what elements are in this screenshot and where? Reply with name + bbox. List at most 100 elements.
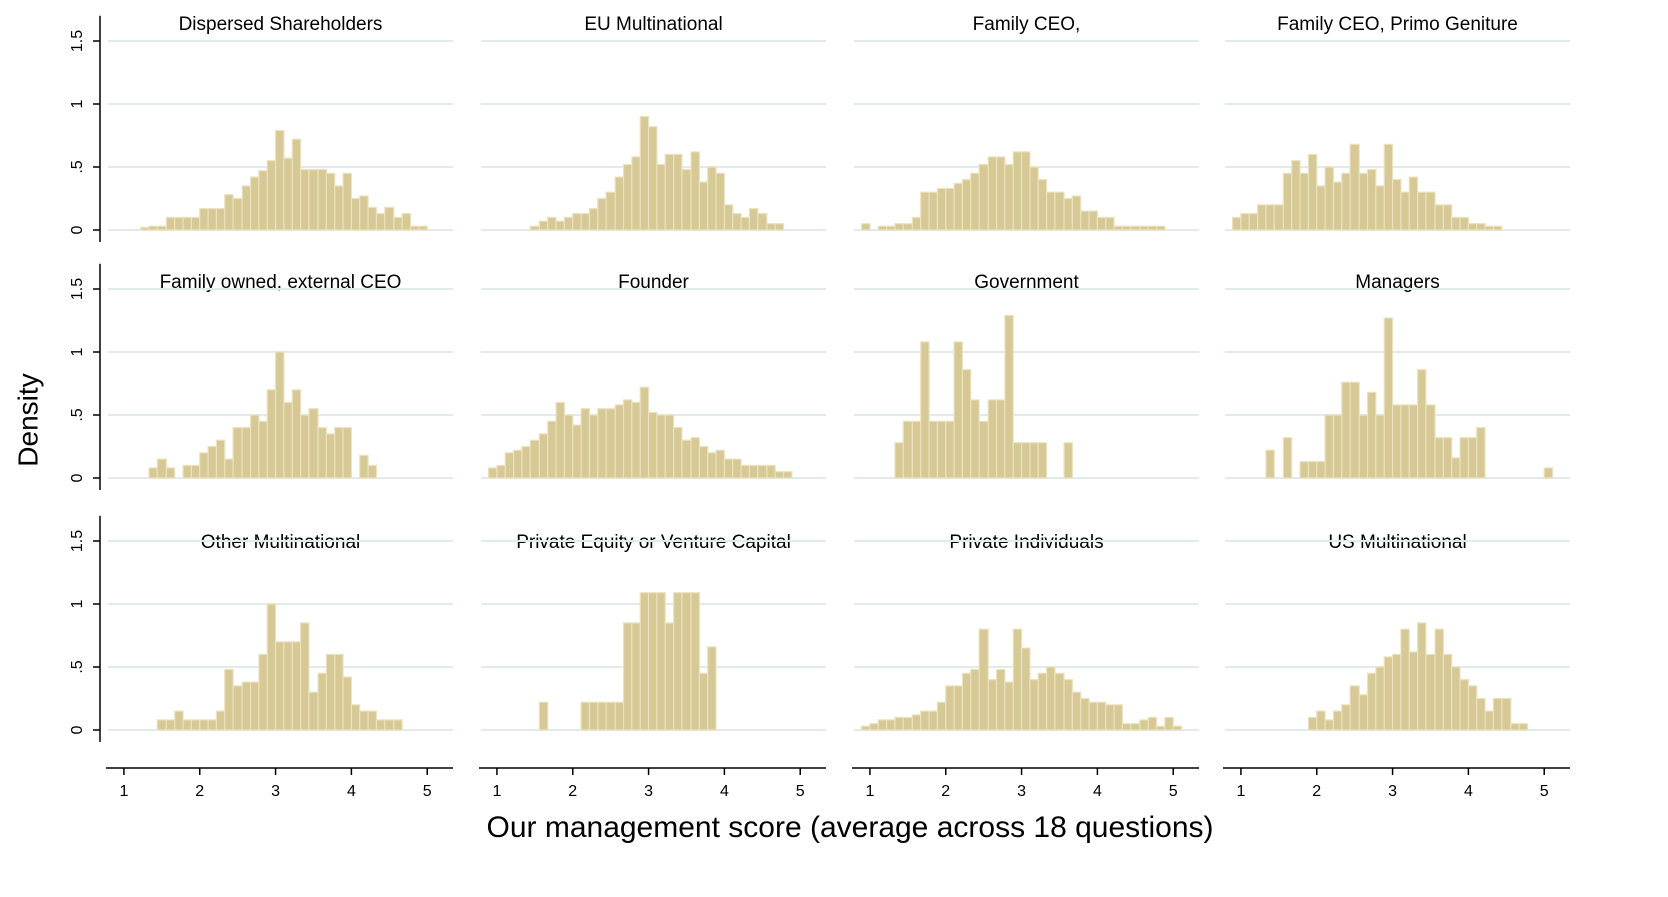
bar xyxy=(1248,213,1259,231)
bar xyxy=(1400,404,1410,479)
y-tick-label: 1.5 xyxy=(69,30,86,52)
x-tick-label: 1 xyxy=(119,783,128,800)
bar xyxy=(1341,381,1351,479)
bar xyxy=(1130,723,1141,731)
bar xyxy=(707,166,717,231)
bar xyxy=(1172,725,1183,731)
bar xyxy=(715,449,725,479)
y-tick-label: 0 xyxy=(69,473,86,482)
bar xyxy=(1291,160,1301,231)
bar xyxy=(555,401,566,479)
bar xyxy=(1332,710,1343,731)
bar xyxy=(681,439,692,479)
bar xyxy=(597,701,607,731)
x-tick-label: 3 xyxy=(1017,783,1026,800)
bar xyxy=(249,414,260,479)
bar xyxy=(748,464,759,479)
bar xyxy=(1071,691,1082,731)
bar xyxy=(1307,716,1318,731)
y-tick-label: .5 xyxy=(69,160,86,173)
bar xyxy=(555,220,566,231)
bar xyxy=(182,464,193,479)
bar xyxy=(740,464,751,479)
bar xyxy=(1358,694,1369,731)
bar xyxy=(902,420,913,479)
bar xyxy=(877,719,888,731)
bar xyxy=(367,464,378,479)
bar xyxy=(681,592,692,731)
bar xyxy=(258,653,268,731)
bar xyxy=(1375,666,1385,731)
bar xyxy=(766,464,776,479)
bar xyxy=(572,424,582,479)
bar xyxy=(156,719,167,731)
bar xyxy=(1492,225,1503,231)
panel-title: Private Equity or Venture Capital xyxy=(516,532,791,553)
bar xyxy=(274,641,285,731)
bar xyxy=(698,181,709,231)
bar xyxy=(1341,172,1351,231)
bar xyxy=(782,471,793,479)
x-tick-label: 4 xyxy=(720,783,729,800)
bar xyxy=(215,207,226,231)
bar xyxy=(1012,151,1023,231)
bar xyxy=(902,223,913,231)
bar xyxy=(920,191,930,231)
bar xyxy=(1139,719,1149,731)
bar xyxy=(647,126,658,231)
bar xyxy=(1045,666,1056,731)
x-tick-label: 1 xyxy=(1236,783,1245,800)
bar xyxy=(894,223,904,231)
bar xyxy=(1155,225,1166,231)
bar xyxy=(605,701,616,731)
bar xyxy=(1113,704,1124,731)
bar xyxy=(1366,168,1377,231)
bar xyxy=(860,725,871,731)
bar xyxy=(334,427,344,479)
bar xyxy=(1391,179,1402,231)
bar xyxy=(605,408,616,479)
bar xyxy=(1434,437,1444,479)
panel-title: Dispersed Shareholders xyxy=(179,14,383,35)
bar xyxy=(639,592,650,731)
bar xyxy=(723,458,734,479)
bar xyxy=(757,213,768,231)
bar xyxy=(953,182,964,231)
bar xyxy=(715,172,725,231)
y-tick-label: 1.5 xyxy=(69,278,86,300)
bar xyxy=(1366,391,1377,479)
bar xyxy=(1307,461,1318,479)
bar xyxy=(182,719,193,731)
bar xyxy=(325,172,336,231)
bar xyxy=(317,672,327,731)
panel-title: Government xyxy=(974,272,1079,293)
bar xyxy=(1476,223,1486,231)
bar xyxy=(572,213,582,231)
bar xyxy=(1121,225,1132,231)
bar xyxy=(961,179,972,231)
bar xyxy=(283,641,293,731)
bar xyxy=(1416,369,1427,479)
bar xyxy=(190,719,201,731)
y-tick-label: 0 xyxy=(69,725,86,734)
bar xyxy=(877,225,888,231)
bar xyxy=(1316,461,1326,479)
bar xyxy=(664,153,675,231)
bar xyxy=(732,458,742,479)
bar xyxy=(1349,381,1360,479)
bar xyxy=(1265,449,1275,479)
panel-title: Family owned, external CEO xyxy=(160,272,402,293)
panel-title: Family CEO, xyxy=(973,14,1081,35)
bar xyxy=(970,668,980,731)
bar xyxy=(757,464,768,479)
bar xyxy=(597,197,607,231)
bar xyxy=(232,197,243,231)
bar xyxy=(1375,185,1385,231)
bar xyxy=(367,710,378,731)
bar xyxy=(1113,225,1124,231)
bar xyxy=(1063,442,1073,479)
bar xyxy=(894,442,904,479)
bar xyxy=(165,719,176,731)
bar xyxy=(299,414,310,479)
bar xyxy=(639,115,650,231)
